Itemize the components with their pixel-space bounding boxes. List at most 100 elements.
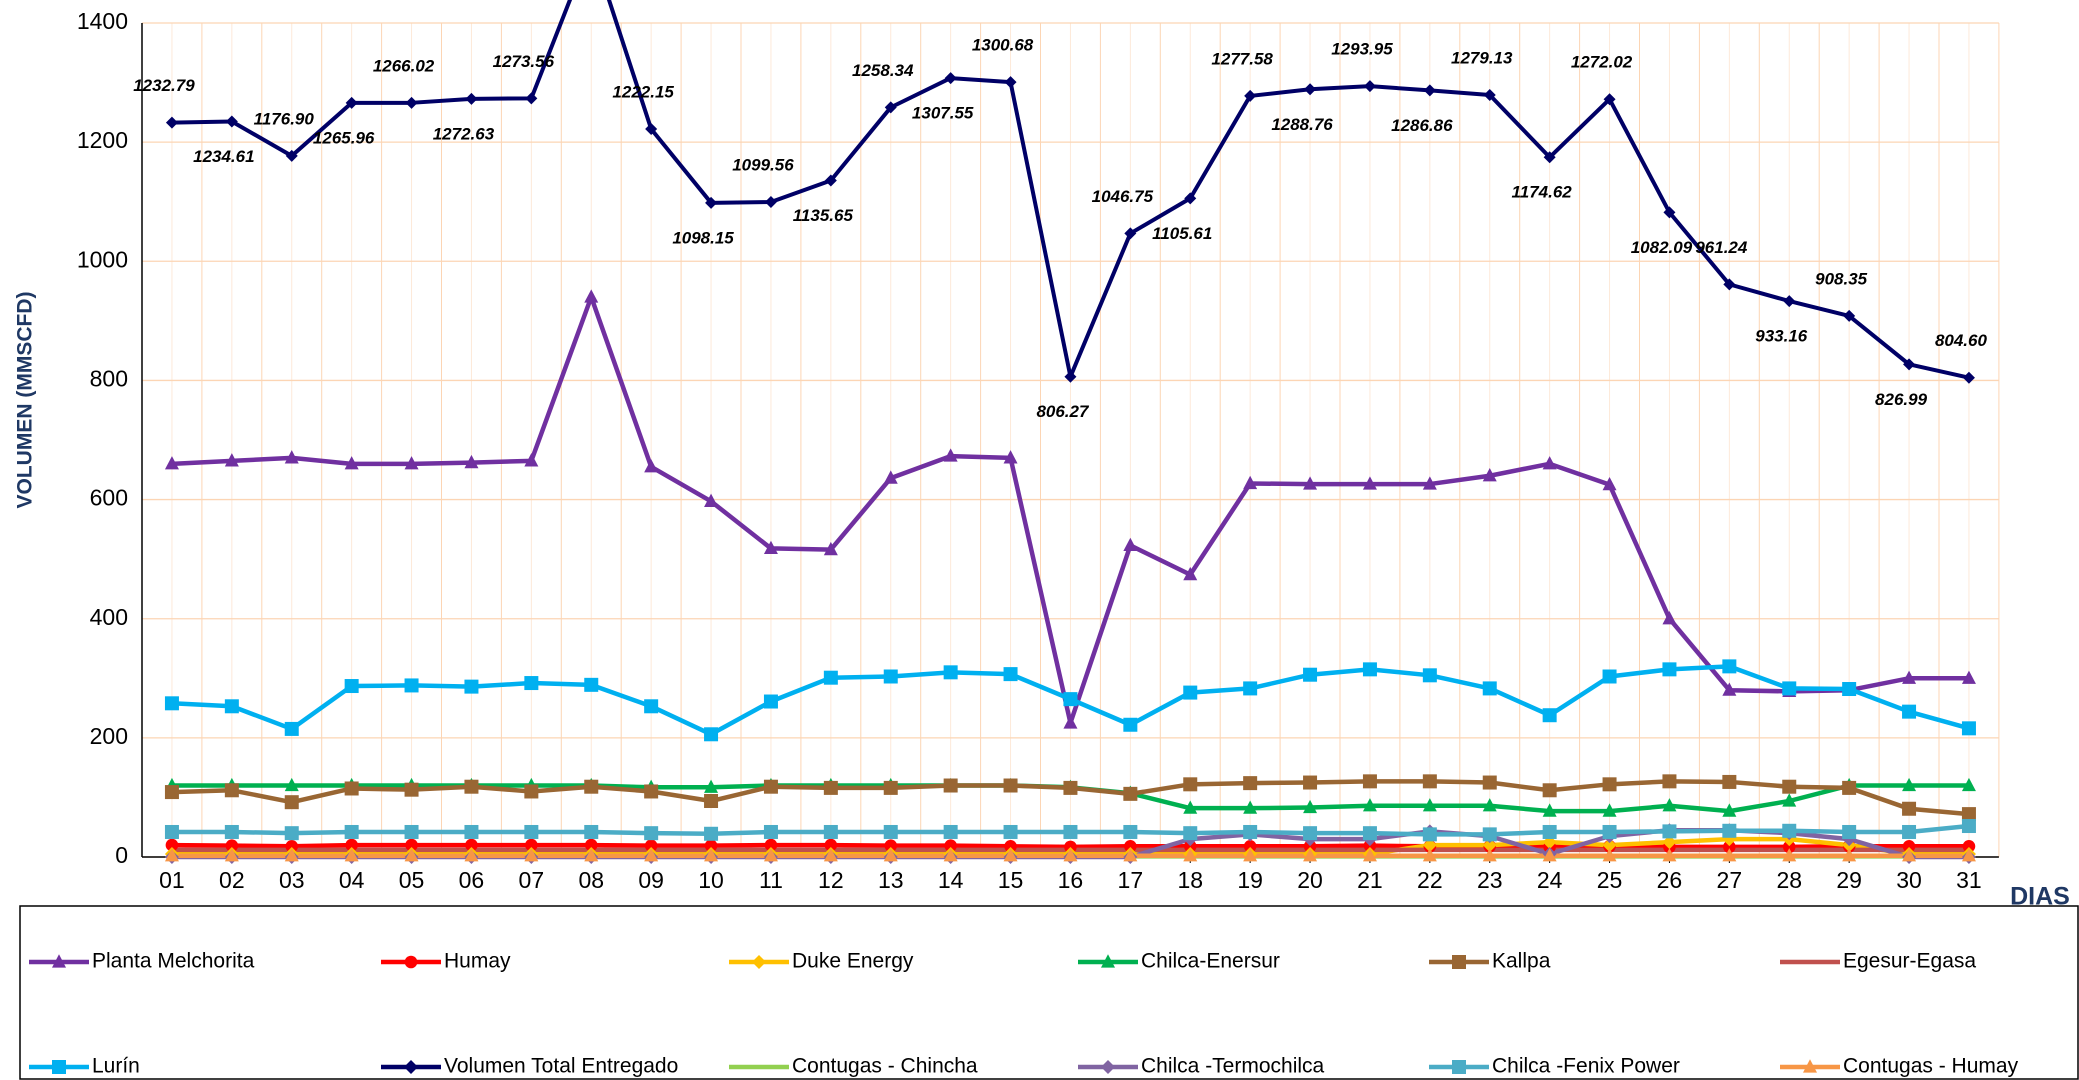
y-tick-label: 0 bbox=[115, 842, 128, 868]
point bbox=[1962, 371, 1975, 384]
point bbox=[284, 450, 299, 464]
point bbox=[404, 824, 419, 839]
point bbox=[1063, 780, 1078, 795]
point bbox=[225, 839, 239, 852]
point bbox=[704, 848, 719, 862]
point bbox=[405, 96, 418, 109]
point bbox=[944, 839, 957, 852]
point bbox=[943, 848, 958, 862]
point bbox=[1842, 824, 1857, 839]
legend-label: Chilca -Termochilca bbox=[1141, 1055, 1325, 1078]
x-tick-label: 09 bbox=[638, 867, 664, 893]
point bbox=[405, 838, 418, 852]
value-label: 1098.15 bbox=[672, 228, 734, 247]
value-label: 1174.62 bbox=[1512, 183, 1573, 202]
point bbox=[644, 459, 659, 473]
value-label: 1082.09 bbox=[1631, 238, 1693, 257]
value-label: 1277.58 bbox=[1211, 49, 1273, 68]
value-label: 1288.76 bbox=[1271, 115, 1333, 134]
x-tick-label: 14 bbox=[938, 867, 964, 893]
point bbox=[1243, 824, 1258, 839]
x-tick-label: 15 bbox=[998, 867, 1024, 893]
point bbox=[1902, 839, 1916, 853]
point bbox=[644, 699, 659, 714]
point bbox=[763, 848, 778, 862]
point bbox=[584, 824, 599, 839]
point bbox=[823, 780, 838, 795]
value-label: 1234.61 bbox=[193, 147, 254, 166]
point bbox=[1184, 192, 1197, 205]
point bbox=[525, 92, 538, 105]
point bbox=[285, 839, 299, 853]
point bbox=[1542, 848, 1557, 862]
point bbox=[1662, 798, 1677, 812]
point bbox=[344, 824, 359, 839]
x-tick-label: 08 bbox=[578, 867, 604, 893]
point bbox=[704, 493, 719, 507]
point bbox=[1063, 715, 1078, 729]
point bbox=[164, 456, 179, 470]
point bbox=[1902, 670, 1917, 684]
point bbox=[644, 848, 659, 862]
point bbox=[1362, 774, 1377, 789]
point bbox=[1783, 295, 1796, 308]
point bbox=[1123, 848, 1138, 862]
y-tick-label: 400 bbox=[90, 604, 128, 630]
point bbox=[404, 782, 419, 797]
point bbox=[1961, 819, 1976, 834]
point bbox=[1602, 838, 1617, 853]
point bbox=[404, 456, 419, 470]
x-tick-label: 03 bbox=[279, 867, 305, 893]
point bbox=[1423, 84, 1436, 97]
legend-label: Chilca-Enersur bbox=[1141, 950, 1280, 973]
point bbox=[644, 839, 658, 852]
x-tick-label: 06 bbox=[459, 867, 485, 893]
point bbox=[824, 838, 838, 852]
point bbox=[1303, 667, 1318, 682]
point bbox=[1542, 783, 1557, 798]
value-label: 804.60 bbox=[1935, 331, 1988, 350]
point bbox=[1422, 848, 1437, 862]
point bbox=[345, 838, 358, 852]
point bbox=[1183, 566, 1198, 581]
point bbox=[1243, 776, 1258, 791]
legend-label: Duke Energy bbox=[792, 950, 914, 973]
point bbox=[943, 778, 958, 793]
legend-label: Lurín bbox=[92, 1055, 140, 1078]
point bbox=[1482, 681, 1497, 696]
legend-label: Humay bbox=[444, 950, 511, 973]
point bbox=[1304, 83, 1317, 96]
legend-label: Planta Melchorita bbox=[92, 950, 255, 973]
point bbox=[704, 826, 719, 841]
value-label: 1135.65 bbox=[793, 206, 854, 225]
x-tick-label: 12 bbox=[818, 867, 844, 893]
point bbox=[1722, 803, 1737, 817]
point bbox=[943, 824, 958, 839]
point bbox=[1961, 807, 1976, 822]
point bbox=[1303, 775, 1318, 790]
point bbox=[404, 848, 419, 862]
point bbox=[1303, 799, 1318, 814]
value-label: 806.27 bbox=[1036, 402, 1090, 421]
point bbox=[525, 838, 538, 852]
point bbox=[704, 727, 719, 742]
point bbox=[1482, 838, 1497, 853]
point bbox=[824, 174, 837, 187]
point bbox=[1961, 848, 1976, 862]
point bbox=[1722, 682, 1737, 696]
point bbox=[1662, 824, 1677, 839]
point bbox=[1722, 848, 1737, 862]
point bbox=[1722, 659, 1737, 674]
point bbox=[524, 676, 539, 691]
point bbox=[464, 679, 479, 694]
x-tick-label: 11 bbox=[759, 867, 783, 893]
point bbox=[644, 826, 659, 841]
legend-marker bbox=[1803, 1059, 1817, 1073]
point bbox=[1422, 476, 1437, 490]
point bbox=[1542, 824, 1557, 839]
point bbox=[1303, 476, 1318, 490]
point bbox=[884, 839, 898, 852]
point bbox=[1542, 456, 1557, 470]
point bbox=[823, 848, 838, 862]
y-tick-label: 200 bbox=[90, 723, 128, 749]
